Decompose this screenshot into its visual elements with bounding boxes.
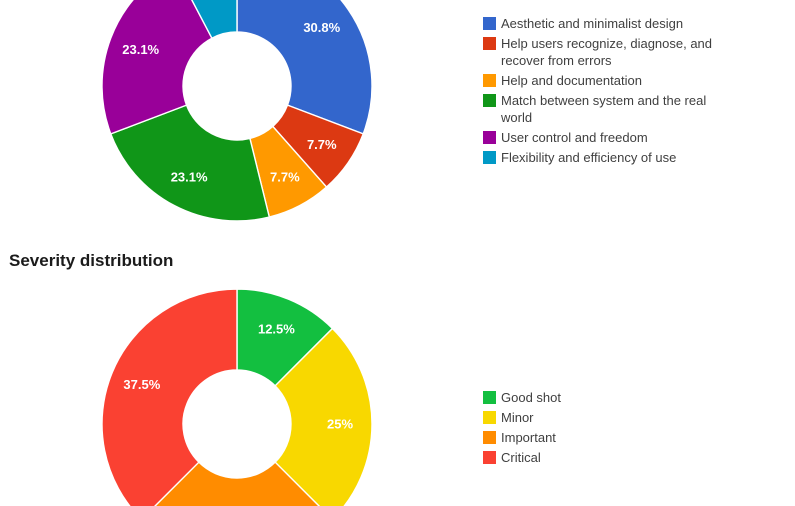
legend-item-label: User control and freedom [501,130,648,145]
heuristics-distribution-slice-0[interactable] [236,0,373,135]
heuristics-distribution-legend-item-0: Aesthetic and minimalist design [483,15,728,32]
severity-section-title: Severity distribution [9,251,174,270]
heuristics-distribution-legend-item-4: User control and freedom [483,129,728,146]
legend-item-label: Important [501,430,556,445]
heuristics-distribution-legend-item-3: Match between system and the real world [483,92,728,126]
severity-distribution-slice-3[interactable] [101,288,238,506]
severity-distribution-legend-item-1: Minor [483,409,728,426]
severity-distribution-legend-item-0: Good shot [483,389,728,406]
severity-distribution-slice-2[interactable] [142,461,333,506]
severity-legend: Good shot Minor Important Critical [483,389,728,469]
legend-swatch-icon [483,74,496,87]
legend-item-label: Aesthetic and minimalist design [501,16,684,31]
heuristics-distribution-legend-item-1: Help users recognize, diagnose, and reco… [483,35,728,69]
legend-swatch-icon [483,151,496,164]
heuristics-distribution-slice-value-label: 7.7% [270,170,300,185]
legend-item-label: Match between system and the real world [501,93,707,125]
severity-distribution-legend-item-2: Important [483,429,728,446]
legend-item-label: Good shot [501,390,561,405]
legend-item-label: Critical [501,450,541,465]
severity-donut-chart: 12.5%25%25%37.5% [101,288,373,506]
legend-item-label: Flexibility and efficiency of use [501,150,677,165]
heuristics-distribution-slice-value-label: 7.7% [307,137,337,152]
legend-swatch-icon [483,17,496,30]
heuristics-distribution-slice-value-label: 23.1% [122,42,159,57]
legend-swatch-icon [483,451,496,464]
legend-swatch-icon [483,431,496,444]
heuristics-distribution-slice-value-label: 23.1% [171,170,208,185]
legend-item-label: Help and documentation [501,73,642,88]
heuristics-donut-chart: 30.8%7.7%7.7%23.1%23.1%7.7% [101,0,373,222]
heuristics-distribution-slice-3[interactable] [109,104,271,222]
legend-swatch-icon [483,391,496,404]
heuristics-distribution-slice-5[interactable] [174,0,238,40]
heuristics-legend: Aesthetic and minimalist design Help user… [483,15,728,169]
legend-item-label: Help users recognize, diagnose, and reco… [501,36,713,68]
heuristics-distribution-legend-item-5: Flexibility and efficiency of use [483,149,728,166]
severity-distribution-slice-value-label: 12.5% [258,321,295,336]
heuristics-distribution-slice-4[interactable] [101,0,213,135]
legend-swatch-icon [483,131,496,144]
severity-distribution-slice-1[interactable] [274,327,373,506]
severity-distribution-slice-value-label: 37.5% [123,377,160,392]
legend-item-label: Minor [501,410,534,425]
severity-distribution-slice-value-label: 25% [327,417,353,432]
severity-distribution-legend-item-3: Critical [483,449,728,466]
legend-swatch-icon [483,37,496,50]
heuristics-distribution-slice-value-label: 30.8% [303,20,340,35]
legend-swatch-icon [483,94,496,107]
legend-swatch-icon [483,411,496,424]
heuristics-distribution-legend-item-2: Help and documentation [483,72,728,89]
